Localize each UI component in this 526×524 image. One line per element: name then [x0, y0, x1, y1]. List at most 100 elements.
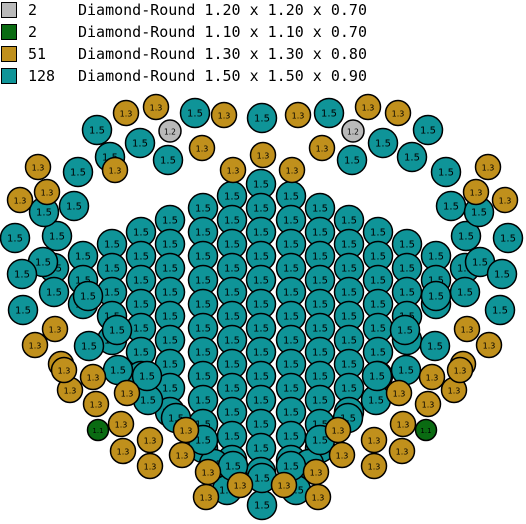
stone-size-label: 1.5	[195, 436, 211, 447]
stone-size-label: 1.5	[133, 348, 149, 359]
stone-size-label: 1.3	[483, 342, 496, 351]
stone-size-label: 1.3	[120, 110, 133, 119]
stone-1-3: 1.3	[354, 93, 382, 121]
stone-1-3: 1.3	[101, 156, 129, 184]
stone-circle	[136, 452, 164, 480]
stone-size-label: 1.5	[140, 396, 156, 407]
stone-circle	[33, 178, 61, 206]
stone-1-3: 1.3	[414, 390, 442, 418]
stone-circle	[246, 102, 278, 134]
stone-1-3: 1.3	[308, 134, 336, 162]
stone-1-3: 1.3	[79, 363, 107, 391]
stone-size-label: 1.3	[58, 367, 71, 376]
stone-1-5: 1.5	[245, 384, 277, 416]
stone-size-label: 1.5	[139, 372, 155, 383]
stone-1-5: 1.5	[492, 222, 524, 254]
stone-1-3: 1.3	[142, 93, 170, 121]
stone-size-label: 1.3	[14, 197, 27, 206]
stone-circle	[0, 222, 31, 254]
stone-1-5: 1.5	[450, 220, 482, 252]
stone-circle	[354, 93, 382, 121]
stone-1-5: 1.5	[304, 312, 336, 344]
stone-circle	[389, 314, 421, 346]
stone-1-5: 1.5	[216, 252, 248, 284]
stone-size-label: 1.5	[253, 444, 269, 455]
stone-size-label: 1.5	[312, 396, 328, 407]
stone-size-label: 1.5	[14, 270, 30, 281]
stone-1-3: 1.3	[491, 186, 519, 214]
stone-circle	[474, 153, 502, 181]
stone-circle	[107, 410, 135, 438]
stone-1-3: 1.3	[107, 410, 135, 438]
stone-circle	[486, 258, 518, 290]
stone-size-label: 1.5	[288, 486, 304, 497]
stone-circle	[112, 99, 140, 127]
stone-circle	[79, 363, 107, 391]
stone-circle	[142, 93, 170, 121]
stone-size-label: 1.5	[399, 264, 415, 275]
stone-size-label: 1.5	[428, 292, 444, 303]
stone-size-label: 1.5	[283, 408, 299, 419]
stone-1-5: 1.5	[245, 240, 277, 272]
stone-size-label: 1.5	[368, 396, 384, 407]
stone-circle	[41, 315, 69, 343]
stone-size-label: 1.5	[341, 384, 357, 395]
stone-size-label: 1.5	[81, 342, 97, 353]
stone-circle	[491, 186, 519, 214]
stone-circle	[226, 471, 254, 499]
stone-circle	[113, 379, 141, 407]
stone-size-label: 1.5	[370, 252, 386, 263]
stone-circle	[152, 144, 184, 176]
stone-circle	[450, 220, 482, 252]
stone-size-label: 1.5	[341, 240, 357, 251]
legend-description: Diamond-Round 1.30 x 1.30 x 0.80	[78, 45, 367, 63]
stone-circle	[384, 99, 412, 127]
stone-size-label: 1.5	[370, 348, 386, 359]
stone-size-label: 1.3	[109, 167, 122, 176]
stone-1-3: 1.3	[50, 356, 78, 384]
stone-size-label: 1.5	[195, 300, 211, 311]
stone-size-label: 1.5	[195, 372, 211, 383]
stone-1-5: 1.5	[58, 190, 90, 222]
stone-1-1: 1.1	[86, 418, 110, 442]
stone-circle	[192, 483, 220, 511]
stone-size-label: 1.5	[283, 462, 299, 473]
stone-size-label: 1.3	[461, 326, 474, 335]
stone-size-label: 1.3	[332, 427, 345, 436]
stone-size-label: 1.5	[187, 109, 203, 120]
stone-size-label: 1.5	[195, 204, 211, 215]
stone-1-5: 1.5	[412, 114, 444, 146]
stone-1-5: 1.5	[420, 280, 452, 312]
stone-1-5: 1.5	[464, 246, 496, 278]
stone-1-3: 1.3	[219, 156, 247, 184]
stone-size-label: 1.3	[257, 152, 270, 161]
stone-1-5: 1.5	[449, 276, 481, 308]
stone-circle	[6, 258, 38, 290]
stone-1-3: 1.3	[284, 101, 312, 129]
stone-size-label: 1.5	[195, 324, 211, 335]
stone-size-label: 1.3	[202, 469, 215, 478]
stone-size-label: 1.5	[283, 360, 299, 371]
stone-size-label: 1.5	[133, 324, 149, 335]
stone-size-label: 1.5	[195, 276, 211, 287]
legend-description: Diamond-Round 1.50 x 1.50 x 0.90	[78, 67, 367, 85]
stone-size-label: 1.5	[224, 264, 240, 275]
stone-1-3: 1.3	[82, 390, 110, 418]
stone-size-label: 1.3	[144, 437, 157, 446]
stone-size-label: 1.5	[283, 384, 299, 395]
stone-size-label: 1.5	[494, 270, 510, 281]
stone-size-label: 1.5	[312, 252, 328, 263]
stone-circle	[324, 416, 352, 444]
stone-size-label: 1.5	[224, 216, 240, 227]
stone-size-label: 1.3	[336, 452, 349, 461]
stone-size-label: 1.3	[454, 367, 467, 376]
stone-1-5: 1.5	[125, 240, 157, 272]
stone-circle	[50, 356, 78, 384]
stone-1-5: 1.5	[0, 222, 31, 254]
stone-size-label: 1.5	[253, 300, 269, 311]
stone-circle	[453, 315, 481, 343]
stone-1-3: 1.3	[328, 441, 356, 469]
stone-size-label: 1.3	[368, 437, 381, 446]
stone-1-5: 1.5	[125, 264, 157, 296]
